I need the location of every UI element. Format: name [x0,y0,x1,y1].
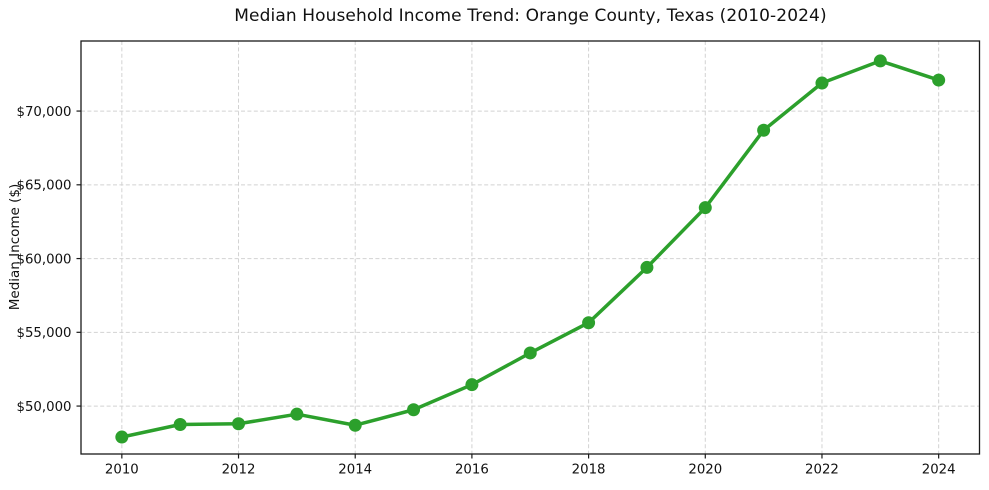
data-point-marker [173,418,187,431]
x-tick-label: 2012 [222,463,256,478]
data-point-marker [815,76,829,90]
data-point-marker [932,73,946,87]
y-tick-label: $55,000 [17,326,72,341]
plot-border [80,40,981,455]
data-point-marker [348,418,362,432]
x-tick-label: 2020 [688,463,722,478]
x-tick-label: 2022 [805,463,839,478]
data-point-marker [465,378,479,392]
chart-title: Median Household Income Trend: Orange Co… [234,6,827,26]
data-point-marker [232,417,246,431]
x-tick-label: 2018 [572,463,606,478]
x-tick-label: 2024 [922,463,956,478]
y-tick-label: $60,000 [17,252,72,267]
data-point-marker [873,54,887,68]
data-point-marker [523,346,537,360]
x-tick-label: 2014 [338,463,372,478]
data-point-marker [407,403,421,417]
x-tick-label: 2010 [105,463,139,478]
trend-line [120,59,941,439]
data-point-marker [698,201,712,215]
y-tick-label: $50,000 [17,400,72,415]
y-tick-label: $70,000 [17,105,72,120]
x-tick-label: 2016 [455,463,489,478]
data-point-marker [640,260,654,274]
data-point-marker [757,123,771,137]
data-point-marker [290,407,304,421]
data-point-marker [582,316,596,330]
data-point-marker [115,430,129,444]
y-tick-label: $65,000 [17,179,72,194]
